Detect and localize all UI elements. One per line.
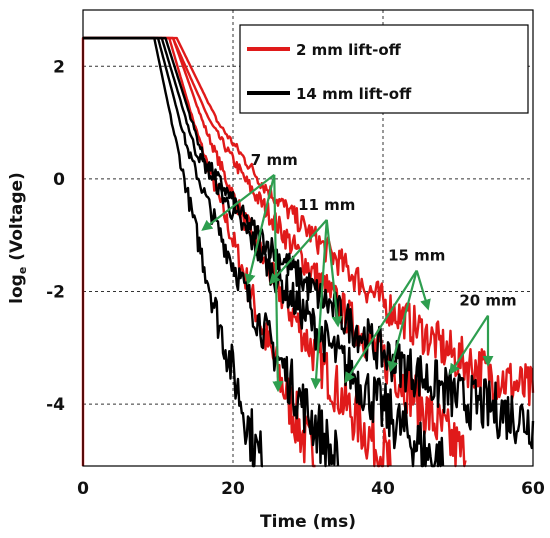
annotation-label: 15 mm xyxy=(388,247,445,265)
annotation-label: 20 mm xyxy=(459,292,516,310)
annotation-arrow xyxy=(449,314,489,375)
y-axis-title: loge (Voltage) xyxy=(7,172,29,304)
y-tick-label: 0 xyxy=(53,170,65,190)
annotation-arrow xyxy=(325,219,343,328)
x-axis-title: Time (ms) xyxy=(260,512,356,532)
y-axis-title-rest: (Voltage) xyxy=(7,172,27,267)
y-tick-label: -2 xyxy=(46,282,65,302)
annotation-arrow xyxy=(310,219,328,390)
legend-label: 2 mm lift-off xyxy=(296,41,402,59)
y-axis-title-main: log xyxy=(7,274,27,304)
series-line xyxy=(83,36,535,450)
annotation-arrow xyxy=(344,269,418,384)
y-axis-title-subscript: e xyxy=(16,267,29,274)
annotation-arrow xyxy=(415,270,431,311)
legend-label: 14 mm lift-off xyxy=(296,85,412,103)
annotation-label: 11 mm xyxy=(298,196,355,214)
series-line xyxy=(83,36,263,468)
y-tick-label: 2 xyxy=(53,57,65,77)
annotation-arrows: 7 mm 11 mm 15 mm 20 mm xyxy=(201,151,517,393)
x-tick-label: 40 xyxy=(371,479,395,499)
plot-frame xyxy=(82,9,534,467)
y-tick-label: -4 xyxy=(46,395,65,415)
legend: 2 mm lift-off 14 mm lift-off xyxy=(239,24,529,114)
x-tick-label: 60 xyxy=(521,479,545,499)
annotation-label: 7 mm xyxy=(251,151,298,169)
plot-area-border xyxy=(82,9,534,467)
annotation-arrow xyxy=(201,173,275,231)
x-tick-label: 20 xyxy=(221,479,245,499)
annotation-arrow xyxy=(387,270,418,373)
annotation-arrow xyxy=(244,174,276,286)
legend-box xyxy=(239,24,529,114)
annotation-arrow xyxy=(269,219,328,285)
x-tick-label: 0 xyxy=(77,479,89,499)
